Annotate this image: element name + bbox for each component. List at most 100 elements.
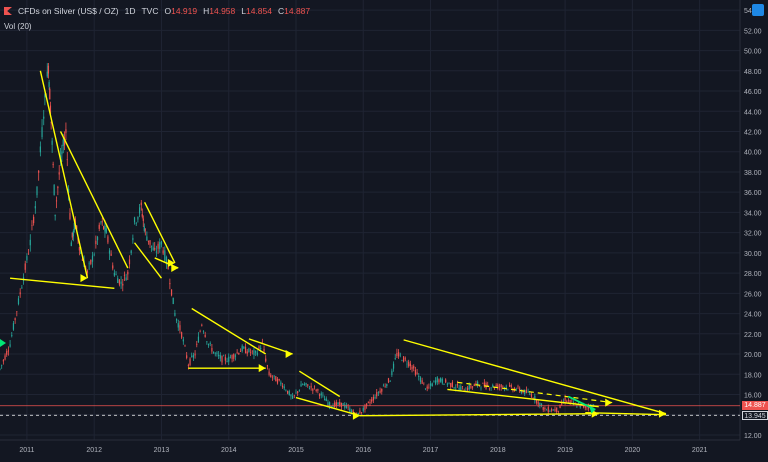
candle-body — [175, 318, 178, 321]
candle-body — [366, 403, 368, 407]
candle-body — [276, 378, 279, 384]
candle-body — [182, 339, 184, 342]
candle-body — [226, 361, 228, 362]
trend-line — [248, 338, 293, 355]
candle-body — [143, 226, 145, 231]
candle-body — [243, 346, 245, 349]
candle-body — [221, 355, 223, 363]
candle-body — [170, 289, 173, 296]
candle-body — [204, 335, 206, 337]
candle-body — [149, 240, 151, 245]
candle-body — [298, 389, 300, 391]
candle-body — [552, 409, 554, 411]
candle-body — [448, 382, 450, 384]
candle-body — [408, 361, 410, 367]
trend-line — [403, 339, 667, 415]
candle-body — [263, 348, 265, 352]
candle-body — [440, 378, 442, 382]
candle-body — [48, 82, 50, 87]
x-tick-label: 2020 — [625, 447, 641, 454]
candle-body — [288, 391, 290, 396]
candle-body — [86, 270, 89, 274]
candle-body — [44, 93, 46, 98]
candle-body — [4, 355, 6, 360]
candle-body — [399, 354, 401, 356]
candle-body — [61, 151, 63, 155]
candle-body — [337, 402, 339, 405]
candle-body — [219, 355, 221, 359]
candle-body — [260, 347, 262, 350]
candle-body — [413, 366, 415, 369]
candle-body — [7, 350, 10, 352]
candle-body — [16, 311, 18, 313]
candle-body — [43, 116, 45, 119]
candle-body — [271, 376, 274, 378]
candle-body — [49, 105, 52, 114]
candle-body — [302, 384, 304, 385]
reference-price-tag: 13.945 — [742, 410, 768, 420]
symbol-name[interactable]: CFDs on Silver (US$ / OZ) — [18, 6, 119, 16]
settings-corner-icon[interactable] — [752, 4, 764, 16]
candle-body — [71, 232, 73, 238]
candle-body — [424, 388, 427, 390]
candle-body — [295, 392, 297, 394]
candle-body — [63, 139, 66, 146]
volume-indicator-label[interactable]: Vol (20) — [4, 22, 32, 31]
candle-body — [475, 382, 477, 384]
y-tick-label: 34.00 — [744, 210, 762, 217]
arrow-head — [659, 409, 666, 418]
candle-body — [421, 380, 423, 384]
candle-body — [31, 225, 33, 227]
interval-label[interactable]: 1D — [124, 6, 136, 16]
candle-body — [320, 393, 322, 396]
candle-body — [248, 348, 250, 352]
candle-body — [387, 378, 390, 383]
candle-body — [11, 335, 13, 337]
trend-line — [298, 370, 341, 398]
candle-body — [345, 405, 348, 408]
arrow-head — [605, 398, 613, 407]
candle-body — [308, 388, 311, 390]
candle-body — [441, 378, 443, 384]
trend-line — [133, 242, 163, 279]
y-tick-label: 36.00 — [744, 190, 762, 197]
candle-body — [329, 402, 331, 407]
candle-body — [493, 387, 496, 389]
candle-body — [419, 377, 422, 382]
candle-body — [34, 206, 36, 209]
candle-body — [534, 395, 536, 401]
candle-body — [416, 372, 418, 374]
candle-body — [391, 370, 393, 375]
candle-body — [401, 360, 403, 362]
candle-body — [19, 292, 21, 295]
candle-body — [539, 402, 541, 407]
x-tick-label: 2019 — [557, 447, 573, 454]
trend-line — [10, 277, 115, 289]
candle-body — [96, 236, 99, 241]
candle-body — [403, 356, 405, 362]
candle-body — [572, 402, 575, 404]
candle-body — [51, 140, 53, 145]
candle-body — [480, 387, 482, 389]
candle-body — [300, 384, 302, 387]
trend-line — [144, 201, 176, 264]
candle-body — [285, 390, 287, 392]
candle-body — [527, 391, 529, 393]
candle-body — [488, 388, 491, 390]
candle-body — [140, 202, 142, 206]
candle-body — [280, 382, 282, 385]
candle-body — [29, 239, 31, 246]
candle-body — [216, 352, 218, 354]
candle-body — [278, 379, 280, 381]
y-tick-label: 48.00 — [744, 69, 762, 76]
candle-body — [157, 243, 159, 249]
trend-line — [39, 70, 89, 279]
candle-body — [154, 247, 156, 250]
candle-body — [349, 408, 351, 412]
candle-body — [2, 360, 4, 362]
candle-body — [141, 214, 143, 217]
candle-body — [206, 341, 208, 343]
candle-body — [367, 401, 369, 403]
